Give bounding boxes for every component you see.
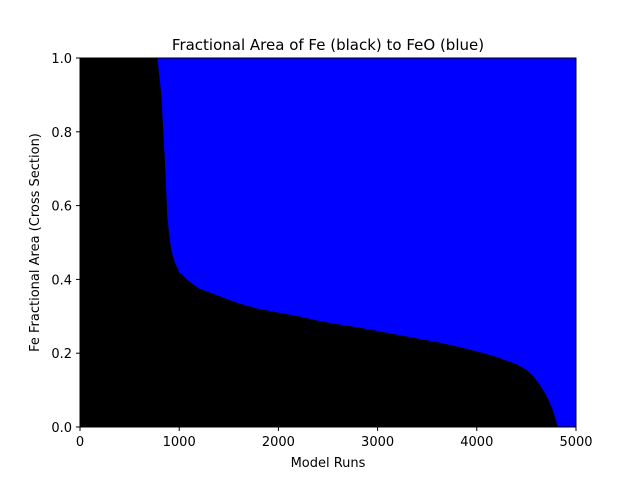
y-tick-label: 0.0: [51, 421, 72, 436]
plot-area: [80, 58, 576, 427]
x-tick-label: 1000: [163, 435, 196, 450]
y-tick-label: 1.0: [51, 52, 72, 67]
y-tick-label: 0.2: [51, 347, 72, 362]
x-tick-label: 2000: [262, 435, 295, 450]
fe-area: [80, 58, 559, 427]
x-tick-label: 5000: [559, 435, 592, 450]
y-tick-label: 0.6: [51, 200, 72, 215]
x-axis-label: Model Runs: [291, 456, 366, 471]
x-tick-label: 3000: [361, 435, 394, 450]
x-tick-label: 0: [76, 435, 84, 450]
x-tick-label: 4000: [460, 435, 493, 450]
y-tick-label: 0.4: [51, 273, 72, 288]
y-axis: 0.0 0.2 0.4 0.6 0.8 1.0: [51, 52, 80, 436]
axes-frame: [79, 57, 577, 428]
y-tick-label: 0.8: [51, 126, 72, 141]
x-axis: 0 1000 2000 3000 4000 5000: [76, 427, 593, 450]
y-axis-label: Fe Fractional Area (Cross Section): [28, 133, 43, 352]
chart-title: Fractional Area of Fe (black) to FeO (bl…: [172, 36, 484, 54]
